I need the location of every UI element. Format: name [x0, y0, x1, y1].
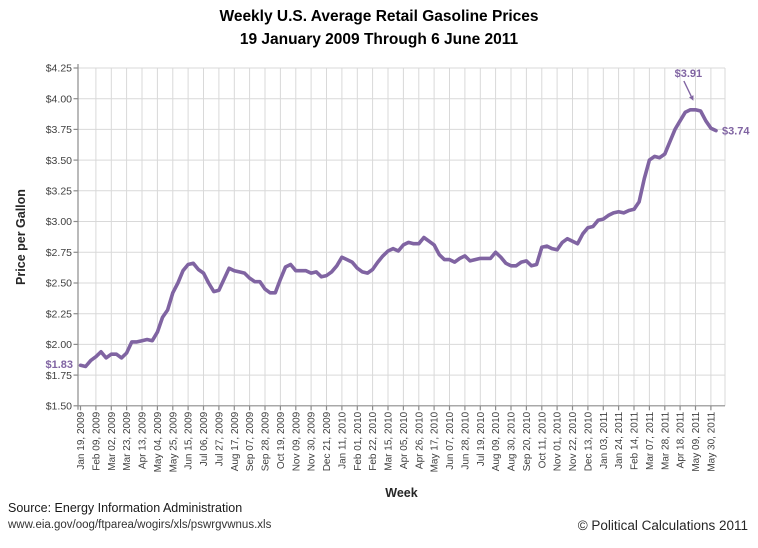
x-tick-label: Jan 19, 2009 [76, 411, 87, 469]
x-tick-label: Nov 22, 2010 [568, 411, 579, 471]
annotation-end-price: $3.74 [722, 126, 750, 138]
x-tick-label: Sep 20, 2010 [522, 411, 533, 471]
y-tick-label: $3.50 [46, 155, 72, 167]
price-line [78, 108, 718, 369]
chart-subtitle: 19 January 2009 Through 6 June 2011 [239, 31, 519, 48]
y-axis-title: Price per Gallon [14, 189, 28, 285]
x-tick-label: Aug 09, 2010 [491, 411, 502, 471]
x-tick-label: Jun 07, 2010 [445, 411, 456, 469]
x-tick-label: Jan 24, 2011 [614, 411, 625, 469]
x-tick-label: Mar 28, 2011 [660, 411, 671, 470]
y-tick-label: $1.50 [46, 401, 72, 413]
y-tick-label: $2.25 [46, 308, 72, 320]
x-tick-label: Nov 30, 2009 [307, 411, 318, 471]
x-axis-title: Week [385, 486, 418, 500]
x-tick-label: Mar 02, 2009 [107, 411, 118, 470]
x-tick-label: Feb 01, 2010 [353, 411, 364, 470]
x-tick-label: Aug 30, 2010 [507, 411, 518, 471]
x-tick-label: Jun 15, 2009 [184, 411, 195, 469]
x-tick-label: May 04, 2009 [153, 411, 164, 472]
footer-copyright: © Political Calculations 2011 [577, 518, 748, 533]
annotation-start-price: $1.83 [45, 359, 73, 371]
x-tick-label: Oct 11, 2010 [537, 411, 548, 468]
x-tick-label: Oct 19, 2009 [276, 411, 287, 469]
footer-source-url: www.eia.gov/oog/ftparea/wogirs/xls/pswrg… [8, 519, 272, 531]
x-tick-label: Aug 17, 2009 [230, 411, 241, 471]
x-tick-label: Sep 28, 2009 [261, 411, 272, 471]
x-tick-label: May 09, 2011 [691, 411, 702, 471]
footer-source: Source: Energy Information Administratio… [8, 501, 243, 515]
x-tick-label: Feb 22, 2010 [368, 411, 379, 470]
x-tick-label: Feb 09, 2009 [91, 411, 102, 470]
x-tick-label: Apr 26, 2010 [414, 411, 425, 469]
x-tick-label: Dec 21, 2009 [322, 411, 333, 471]
x-tick-label: Jul 27, 2009 [214, 411, 225, 466]
x-tick-label: Apr 18, 2011 [676, 411, 687, 468]
chart-title: Weekly U.S. Average Retail Gasoline Pric… [219, 8, 539, 25]
y-tick-label: $3.25 [46, 186, 72, 198]
x-tick-label: Feb 14, 2011 [630, 411, 641, 470]
x-tick-label: Apr 13, 2009 [138, 411, 149, 469]
x-tick-label: Mar 23, 2009 [122, 411, 133, 470]
y-tick-label: $3.75 [46, 124, 72, 136]
annotation-arrow [683, 80, 692, 97]
x-tick-label: Jan 03, 2011 [599, 411, 610, 469]
x-tick-label: Jun 28, 2010 [460, 411, 471, 469]
annotation-peak-price: $3.91 [675, 68, 703, 80]
y-tick-label: $2.75 [46, 247, 72, 259]
x-tick-label: Sep 07, 2009 [245, 411, 256, 471]
x-tick-label: Apr 05, 2010 [399, 411, 410, 469]
x-tick-label: May 30, 2011 [706, 411, 717, 471]
annotation-arrowhead [689, 95, 694, 101]
y-tick-label: $2.00 [46, 339, 72, 351]
x-tick-label: Nov 09, 2009 [291, 411, 302, 471]
y-tick-label: $4.00 [46, 93, 72, 105]
x-tick-label: May 17, 2010 [430, 411, 441, 472]
x-tick-label: May 25, 2009 [168, 411, 179, 472]
x-tick-label: Mar 15, 2010 [384, 411, 395, 470]
x-tick-label: Jul 19, 2010 [476, 411, 487, 466]
x-tick-label: Nov 01, 2010 [553, 411, 564, 471]
y-tick-label: $4.25 [46, 63, 72, 75]
y-tick-label: $1.75 [46, 370, 72, 382]
x-tick-label: Mar 07, 2011 [645, 411, 656, 470]
x-tick-label: Jan 11, 2010 [337, 411, 348, 469]
y-tick-label: $3.00 [46, 216, 72, 228]
x-tick-label: Jul 06, 2009 [199, 411, 210, 466]
x-tick-label: Dec 13, 2010 [583, 411, 594, 471]
y-tick-label: $2.50 [46, 278, 72, 290]
